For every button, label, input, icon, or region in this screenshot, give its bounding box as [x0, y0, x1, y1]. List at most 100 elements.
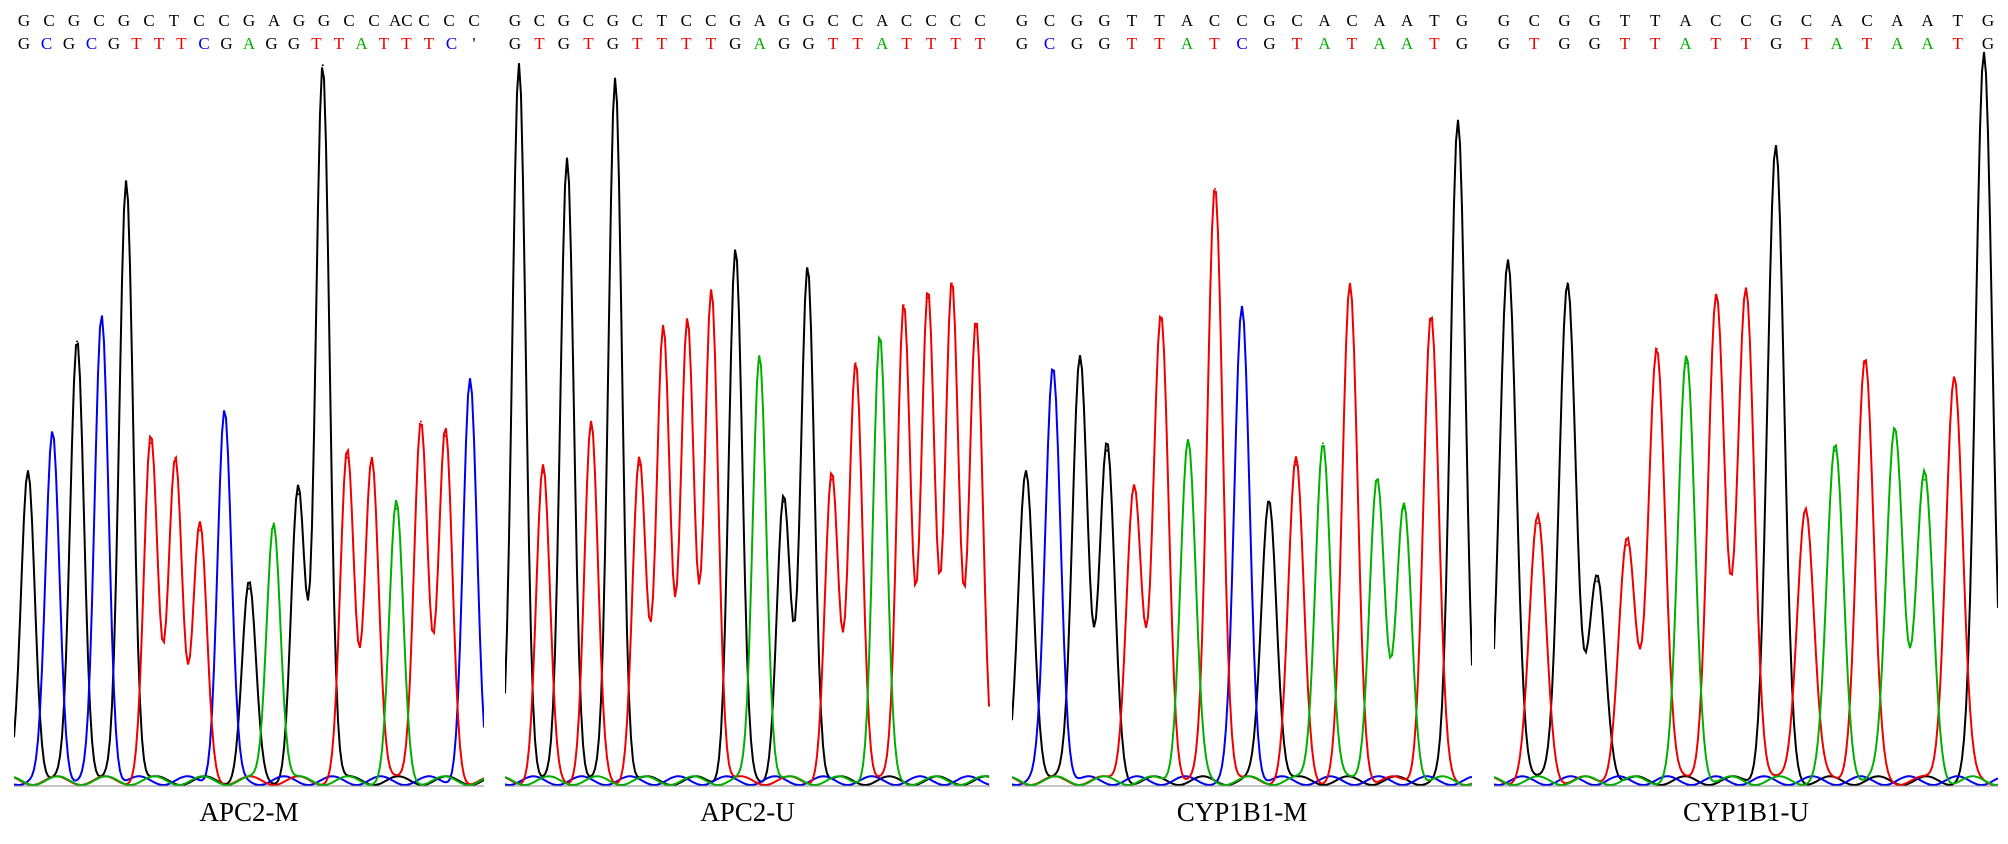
sequence-base: A: [1830, 11, 1843, 30]
sequence-base: G: [606, 11, 620, 30]
peak-C: [469, 384, 471, 387]
peak-T: [1655, 347, 1658, 350]
sequence-base: T: [1429, 34, 1440, 53]
peak-T: [1626, 544, 1628, 547]
sequence-base: C: [582, 11, 595, 30]
peak-T: [1295, 464, 1297, 467]
sequence-base: G: [292, 11, 306, 30]
sequence-base: ': [472, 34, 476, 53]
peak-G: [1079, 355, 1081, 358]
sequence-base: C: [343, 11, 355, 30]
sequence-base: G: [606, 34, 620, 53]
sequence-base: C: [851, 11, 864, 30]
peak-G: [1025, 471, 1027, 474]
peak-G: [27, 471, 29, 474]
sequence-base: C: [368, 11, 380, 30]
sequence-base: C: [1861, 11, 1873, 30]
sequence-base: T: [925, 34, 937, 53]
peak-A: [1685, 362, 1688, 365]
peak-G: [1507, 260, 1509, 263]
sequence-base: G: [287, 34, 301, 53]
peak-A: [1403, 507, 1405, 510]
sequence-base: C: [827, 11, 839, 30]
peak-T: [542, 471, 545, 474]
sequence-base: C: [1528, 11, 1540, 30]
sequence-base: G: [1770, 34, 1783, 53]
sequence-base: A: [753, 11, 766, 30]
sequence-base: C: [143, 11, 155, 30]
trace-T: [505, 282, 990, 787]
peak-T: [1715, 296, 1718, 299]
sequence-base: C: [43, 11, 55, 30]
sequence-base: A: [1318, 34, 1331, 53]
sequence-base: G: [802, 11, 815, 30]
peak-T: [926, 296, 929, 299]
trace-A: [1012, 439, 1472, 787]
sequence-base: G: [557, 11, 571, 30]
sequence-base: C: [1291, 11, 1303, 30]
trace-T: [14, 422, 484, 787]
sequence-base: C: [680, 11, 692, 30]
trace-G: [1012, 119, 1472, 787]
trace-G: [1494, 51, 1998, 787]
sequence-base: G: [1558, 11, 1571, 30]
sequence-base: C: [468, 11, 480, 30]
sequence-base: T: [378, 34, 390, 53]
peak-C: [1241, 311, 1243, 314]
sequence-base: G: [557, 34, 571, 53]
sequence-base: T: [131, 34, 142, 53]
sequence-base: A: [1830, 34, 1843, 53]
sequence-base: A: [875, 34, 889, 53]
peak-T: [198, 529, 201, 532]
sequence-base: A: [1679, 34, 1692, 53]
trace-G: [14, 67, 484, 787]
peak-G: [76, 340, 79, 343]
sequence-base: C: [443, 11, 455, 30]
sequence-base: G: [17, 11, 31, 30]
sequence-base: T: [1952, 34, 1963, 53]
peak-G: [248, 587, 250, 590]
sequence-base: C: [1236, 11, 1248, 30]
sequence-base: G: [107, 34, 121, 53]
sequence-base: G: [1070, 34, 1084, 53]
sequence-base: T: [311, 34, 322, 53]
peak-A: [1322, 442, 1324, 445]
sequence-base: T: [950, 34, 961, 53]
sequence-base: C: [925, 11, 937, 30]
sequence-base: A: [1891, 34, 1904, 53]
sequence-base: G: [778, 11, 791, 30]
sequence-base: C: [418, 11, 430, 30]
sequence-base: A: [1180, 34, 1194, 53]
peak-T: [975, 326, 977, 328]
peak-G: [1566, 282, 1569, 285]
sequence-base: C: [705, 11, 717, 30]
sequence-base: AC: [389, 11, 413, 30]
sequence-base: C: [900, 11, 913, 30]
peak-G: [1106, 449, 1108, 452]
trace-A: [1494, 355, 1998, 787]
sequence-base: T: [1126, 34, 1138, 53]
sequence-base: C: [1043, 34, 1056, 53]
peak-A: [1923, 478, 1926, 481]
peak-T: [1349, 289, 1351, 292]
sequence-base: T: [705, 34, 716, 53]
sequence-base: C: [949, 11, 962, 30]
peak-T: [638, 464, 641, 467]
sequence-base: T: [583, 34, 594, 53]
panel-label: CYP1B1-M: [1176, 797, 1308, 827]
peak-A: [1834, 449, 1837, 452]
sequence-base: C: [533, 11, 546, 30]
trace-T: [1012, 189, 1472, 787]
peak-T: [1864, 362, 1866, 365]
sequence-base: T: [1952, 11, 1963, 30]
peak-G: [1774, 151, 1777, 154]
sequence-base: T: [1801, 34, 1812, 53]
sequence-base: T: [1209, 34, 1220, 53]
sequence-base: G: [778, 34, 791, 53]
chromatogram-trace: [1494, 51, 1998, 787]
trace-C: [14, 315, 484, 787]
